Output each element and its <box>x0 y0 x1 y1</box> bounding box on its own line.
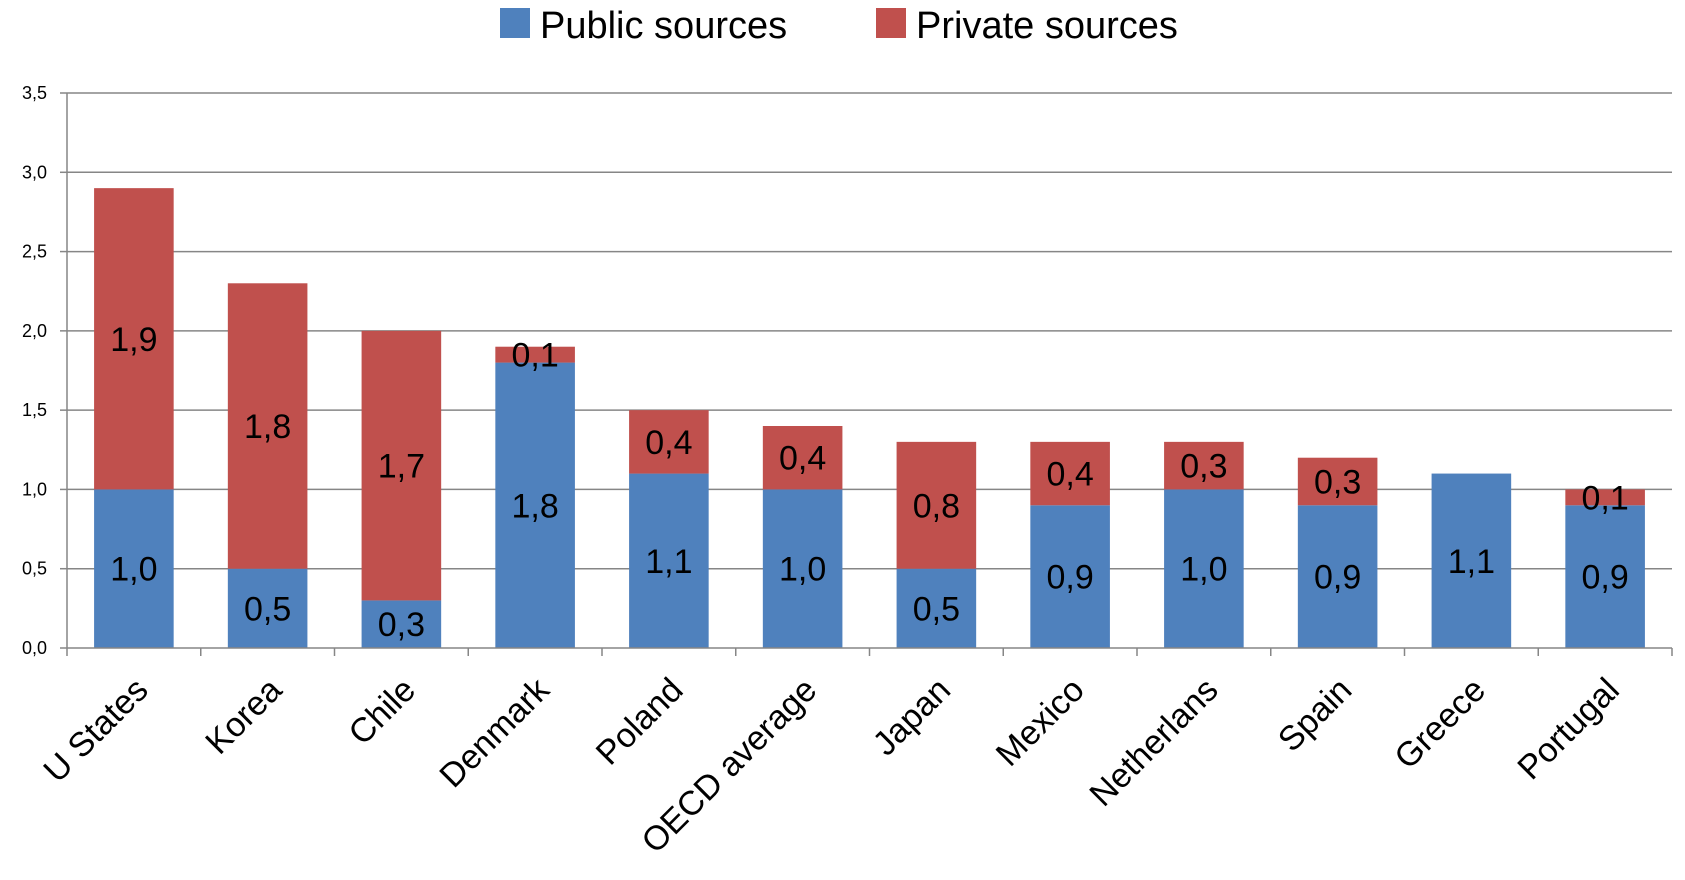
x-category-label: Korea <box>198 671 289 762</box>
bar-private <box>1030 441 1110 506</box>
bar-private <box>1565 489 1645 506</box>
bar-public <box>1431 473 1512 648</box>
data-label-public: 1,1 <box>645 543 692 581</box>
x-axis <box>66 93 1673 656</box>
legend-label-private: Private sources <box>916 5 1178 47</box>
y-tick-label: 2,5 <box>22 242 47 262</box>
bar-public <box>94 489 174 648</box>
data-label-private: 1,9 <box>110 321 157 359</box>
y-tick-label: 1,0 <box>22 479 47 499</box>
bar-private <box>629 410 709 474</box>
y-tick-label: 1,5 <box>22 400 47 420</box>
legend-swatch-public <box>500 8 530 38</box>
bar-public <box>495 362 575 648</box>
data-label-public: 1,8 <box>511 487 558 525</box>
data-label-public: 1,1 <box>1448 543 1495 581</box>
data-label-private: 0,4 <box>1046 456 1093 494</box>
data-label-private: 0,3 <box>1314 464 1361 502</box>
data-label-public: 0,3 <box>378 606 425 644</box>
bar-public <box>629 473 709 648</box>
x-category-label: Poland <box>589 671 691 773</box>
legend-swatch-private <box>876 8 906 38</box>
y-tick-label: 2,0 <box>22 321 47 341</box>
y-tick-label: 3,5 <box>22 83 47 103</box>
bar-public <box>1030 505 1110 648</box>
data-label-private: 1,7 <box>378 448 425 486</box>
bar-public <box>762 489 843 648</box>
x-category-label: U States <box>36 671 155 790</box>
data-label-private: 0,4 <box>779 440 826 478</box>
data-labels: 1,0 1,9 0,5 1,8 0,3 1,7 1,8 0,1 1,1 0,4 1,0 0,4 0,5 0… <box>110 321 1629 644</box>
bar-private <box>762 426 843 490</box>
data-label-private: 0,3 <box>1180 448 1227 486</box>
x-category-label: Netherlans <box>1082 671 1225 814</box>
x-category-label: Greece <box>1387 671 1493 777</box>
bar-private <box>495 346 575 363</box>
x-category-label: Chile <box>341 671 423 753</box>
data-label-public: 0,9 <box>1314 559 1361 597</box>
data-label-public: 1,0 <box>110 551 157 589</box>
bar-private <box>1164 441 1244 490</box>
data-label-public: 1,0 <box>1180 551 1227 589</box>
x-category-label: Portugal <box>1510 671 1626 787</box>
bar-public <box>896 568 977 648</box>
bars <box>94 188 1645 648</box>
bar-public <box>227 568 308 648</box>
bar-public <box>1164 489 1244 648</box>
data-label-private: 1,8 <box>244 408 291 446</box>
bar-public <box>1297 505 1378 648</box>
data-label-private: 0,1 <box>511 337 558 375</box>
bar-public <box>361 600 442 648</box>
y-tick-label: 0,0 <box>22 638 47 658</box>
data-label-private: 0,4 <box>645 424 692 462</box>
legend-label-public: Public sources <box>540 5 787 47</box>
y-tick-label: 3,0 <box>22 162 47 182</box>
gridlines <box>67 92 1672 570</box>
y-tick-label: 0,5 <box>22 559 47 579</box>
data-label-private: 0,8 <box>913 487 960 525</box>
data-label-public: 1,0 <box>779 551 826 589</box>
bar-private <box>227 283 308 569</box>
legend: Public sources Private sources <box>500 5 1178 47</box>
data-label-public: 0,5 <box>244 590 291 628</box>
x-category-label: Spain <box>1271 671 1359 759</box>
x-category-label: Mexico <box>989 671 1092 774</box>
bar-private <box>896 441 977 569</box>
data-label-public: 0,5 <box>913 590 960 628</box>
bar-public <box>1565 505 1645 648</box>
data-label-public: 0,9 <box>1581 559 1628 597</box>
bar-private <box>1297 457 1378 506</box>
data-label-private: 0,1 <box>1581 479 1628 517</box>
y-axis-ticks: 0,0 0,5 1,0 1,5 2,0 2,5 3,0 3,5 <box>22 83 67 658</box>
bar-private <box>361 330 442 601</box>
x-category-label: Denmark <box>432 670 557 795</box>
x-category-label: Japan <box>866 671 958 763</box>
data-label-public: 0,9 <box>1046 559 1093 597</box>
bar-private <box>94 188 174 490</box>
